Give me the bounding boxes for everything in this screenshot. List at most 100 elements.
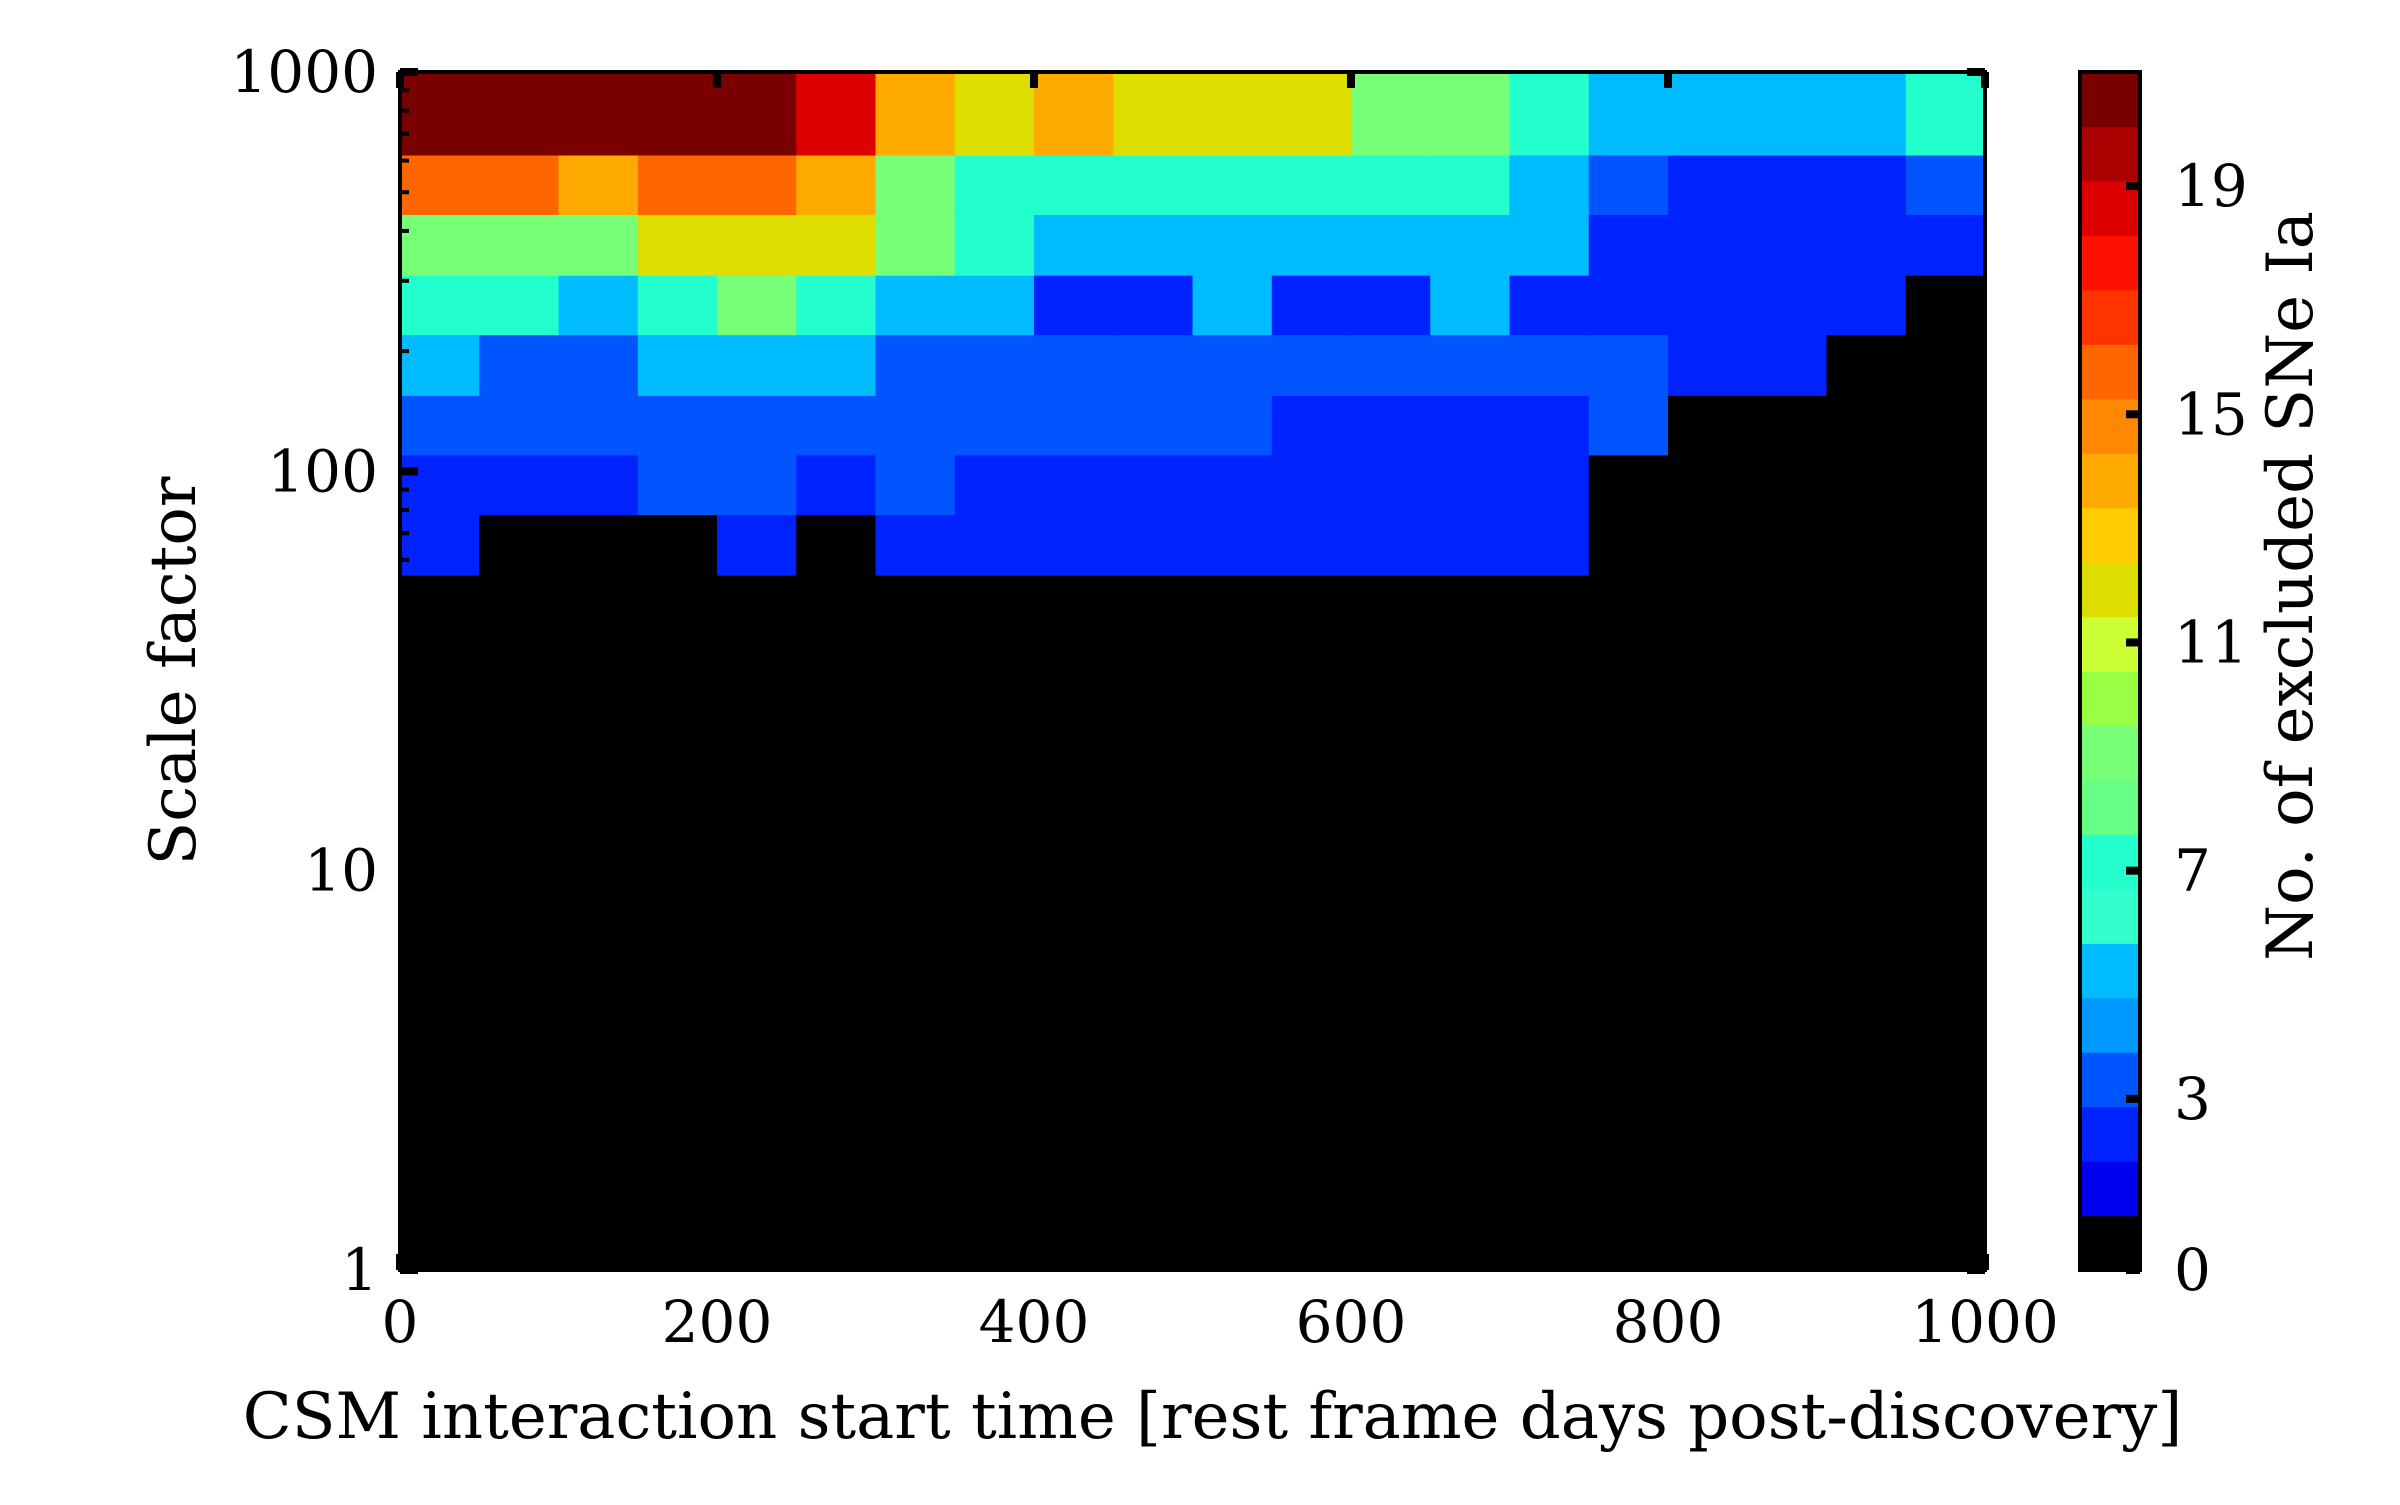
colorbar-segment [2080,834,2140,890]
heatmap-cell [479,454,560,516]
heatmap-cell [637,275,718,336]
heatmap-cell [1905,334,1986,396]
heatmap-cell [1113,154,1194,215]
heatmap-cell [1509,334,1590,396]
colorbar-segment [2080,126,2140,182]
colorbar-segment [2080,453,2140,509]
y-tick-label: 1 [341,1236,378,1304]
heatmap-cell [1192,275,1273,336]
heatmap-cell [1430,514,1511,576]
heatmap-cell [796,395,877,456]
heatmap-cell [558,334,639,396]
heatmap-cell [637,154,718,215]
heatmap-cell [875,214,956,276]
colorbar-segment [2080,562,2140,618]
heatmap-cell [796,214,877,276]
heatmap-cell [479,514,560,576]
heatmap-cell [954,454,1035,516]
heatmap-cell [717,395,797,456]
heatmap-cell [558,454,639,516]
heatmap-cell [1430,395,1511,456]
heatmap-cell [1905,214,1986,276]
heatmap-cell [1509,214,1590,276]
heatmap-cell [400,514,480,576]
heatmap-cell [1192,395,1273,456]
heatmap-cell [1668,214,1748,276]
heatmap-cell [637,575,718,1271]
heatmap-cell [558,72,639,156]
heatmap-cell [479,154,560,215]
heatmap-cell [717,72,797,156]
heatmap-cell [1668,395,1748,456]
heatmap-cell [1588,214,1669,276]
heatmap-cell [1905,395,1986,456]
heatmap-cell [1351,72,1431,156]
plot-frame [398,70,1987,1272]
heatmap-cell [1192,72,1273,156]
heatmap-cell [1588,154,1669,215]
heatmap-cell [400,72,480,156]
x-axis-title: CSM interaction start time [rest frame d… [243,1380,2183,1454]
heatmap-cell [479,334,560,396]
heatmap-cell [954,575,1035,1271]
heatmap-cell [1192,575,1273,1271]
colorbar-segment [2080,344,2140,400]
colorbar-segment [2080,671,2140,727]
heatmap-cell [717,454,797,516]
heatmap-cell [1509,395,1590,456]
heatmap-cell [400,454,480,516]
heatmap-cell [954,154,1035,215]
heatmap-cell [1588,454,1669,516]
heatmap-cell [1588,575,1669,1271]
heatmap-cell [1905,72,1986,156]
x-tick-label: 200 [662,1288,773,1356]
heatmap-cell [479,395,560,456]
heatmap-cell [954,214,1035,276]
heatmap-cell [796,72,877,156]
heatmap-cell [1113,72,1194,156]
heatmap-cell [1113,395,1194,456]
heatmap-cell [1271,72,1352,156]
heatmap-cell [1747,395,1828,456]
heatmap-cell [1509,72,1590,156]
heatmap-cell [558,275,639,336]
heatmap-cell [1905,454,1986,516]
heatmap-cell [1509,275,1590,336]
heatmap-cell [1509,154,1590,215]
y-axis-title: Scale factor [137,476,211,865]
heatmap-cell [1034,454,1114,516]
colorbar-title: No. of excluded SNe Ia [2254,211,2328,961]
heatmap-cell [1113,275,1194,336]
heatmap-cell [1034,72,1114,156]
heatmap-cell [1271,514,1352,576]
heatmap-cell [1747,275,1828,336]
colorbar-segment [2080,725,2140,781]
heatmap-cell [1430,454,1511,516]
heatmap-cell [1668,575,1748,1271]
heatmap-cell [875,275,956,336]
heatmap-cell [637,395,718,456]
heatmap-cell [1430,575,1511,1271]
heatmap-cell [796,334,877,396]
heatmap-cell [1588,275,1669,336]
colorbar-segment [2080,398,2140,454]
heatmap-cell [1271,395,1352,456]
heatmap-cell [796,575,877,1271]
heatmap-cell [954,72,1035,156]
heatmap-cell [1034,514,1114,576]
heatmap-cell [1588,334,1669,396]
heatmap-cell [1668,72,1748,156]
colorbar-tick-label: 7 [2174,837,2211,905]
heatmap-cell [1271,154,1352,215]
heatmap-cell [400,214,480,276]
heatmap-cell [479,214,560,276]
colorbar-segment [2080,779,2140,835]
heatmap-cell [717,275,797,336]
heatmap-cell [875,395,956,456]
heatmap-cell [1192,154,1273,215]
heatmap-cell [1668,514,1748,576]
colorbar-tick-label: 19 [2174,152,2248,220]
heatmap-cell [1351,275,1431,336]
heatmap-cell [1826,395,1907,456]
